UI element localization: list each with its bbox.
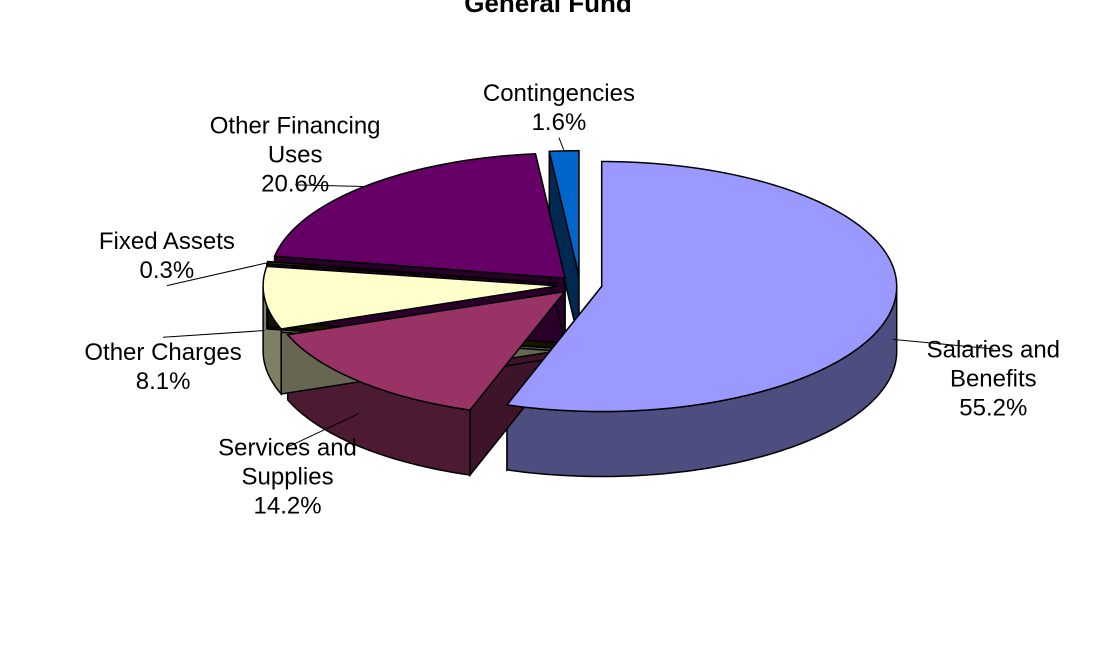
- slice: [548, 149, 580, 276]
- category-label: Contingencies: [482, 79, 635, 107]
- data-label: Services and Supplies 14.2%: [193, 434, 383, 521]
- leader-line: [163, 330, 265, 338]
- value-label: 14.2%: [253, 492, 322, 520]
- category-label: Other Charges: [84, 339, 242, 367]
- data-label: Other Financing Uses 20.6%: [200, 111, 390, 198]
- slice: [273, 153, 567, 279]
- slice: [286, 290, 567, 411]
- data-label: Contingencies 1.6%: [464, 79, 654, 137]
- leader-line: [558, 137, 565, 152]
- data-label: Fixed Assets 0.3%: [72, 227, 262, 285]
- value-label: 0.3%: [139, 256, 195, 284]
- value-label: 20.6%: [261, 170, 330, 198]
- data-label: Other Charges 8.1%: [68, 338, 258, 396]
- leader-line: [295, 184, 365, 188]
- value-label: 55.2%: [959, 394, 1028, 422]
- leader-line: [287, 413, 359, 448]
- value-label: 8.1%: [135, 368, 191, 396]
- category-label: Salaries and Benefits: [926, 336, 1061, 393]
- category-label: Services and Supplies: [218, 434, 357, 491]
- value-label: 1.6%: [531, 108, 587, 136]
- category-label: Other Financing Uses: [209, 112, 381, 169]
- chart-title: General Fund: [464, 0, 632, 18]
- leader-line: [166, 262, 268, 287]
- slice: [505, 160, 898, 413]
- slice: [262, 265, 559, 330]
- category-label: Fixed Assets: [98, 227, 235, 255]
- leader-line: [892, 338, 994, 350]
- slice-tops: [262, 149, 898, 413]
- data-label: Salaries and Benefits 55.2%: [898, 335, 1088, 422]
